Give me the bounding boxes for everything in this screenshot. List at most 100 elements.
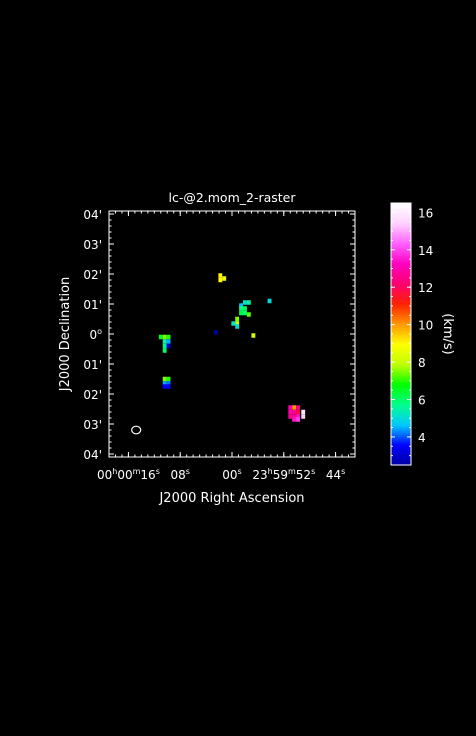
- colorbar-segment: [391, 364, 411, 368]
- colorbar-segment: [391, 207, 411, 211]
- colorbar-segment: [391, 410, 411, 414]
- data-pixel: [166, 343, 171, 349]
- colorbar-segment: [391, 209, 411, 213]
- colorbar-segment: [391, 224, 411, 228]
- y-tick-label: 0o: [89, 327, 102, 342]
- data-pixel: [166, 376, 171, 382]
- colorbar-segment: [391, 449, 411, 453]
- data-pixel: [235, 321, 240, 326]
- y-tick-label: 04': [83, 208, 102, 222]
- colorbar-tick-label: 16: [418, 206, 433, 220]
- y-tick-label: 04': [83, 448, 102, 462]
- colorbar-segment: [391, 340, 411, 344]
- data-pixel: [296, 409, 300, 415]
- data-pixel: [166, 334, 171, 340]
- colorbar-segment: [391, 318, 411, 322]
- colorbar-segment: [391, 406, 411, 409]
- colorbar-segment: [391, 316, 411, 320]
- y-tick-labels: 04' 03' 02' 01' 0o 01' 02' 03' 04': [83, 208, 102, 462]
- colorbar-segment: [391, 388, 411, 392]
- colorbar-segment: [391, 240, 411, 243]
- data-pixel: [246, 300, 251, 305]
- colorbar-segment: [391, 445, 411, 449]
- data-pixel: [239, 303, 243, 308]
- data-pixel: [162, 376, 167, 382]
- colorbar-segment: [391, 288, 411, 291]
- data-pixel: [218, 273, 223, 278]
- colorbar-tick-label: 4: [418, 431, 426, 445]
- colorbar-segment: [391, 347, 411, 350]
- x-tick-label: 08s: [170, 467, 189, 482]
- beam-shape: [131, 425, 142, 435]
- colorbar-segment: [391, 285, 411, 289]
- colorbar-segment: [391, 386, 411, 390]
- colorbar-segment: [391, 222, 411, 226]
- colorbar-segment: [391, 257, 411, 261]
- degree-mark: o: [97, 327, 102, 336]
- data-pixel: [162, 343, 167, 349]
- data-pixel: [246, 312, 251, 317]
- colorbar-segment: [391, 270, 411, 274]
- x-axis-label: J2000 Right Ascension: [158, 491, 304, 506]
- data-pixel: [162, 384, 167, 389]
- data-pixel: [292, 405, 297, 410]
- colorbar-segment: [391, 392, 411, 396]
- data-pixel: [222, 276, 227, 281]
- colorbar-segment: [391, 427, 411, 431]
- colorbar-segment: [391, 312, 411, 315]
- colorbar-segment: [391, 227, 411, 230]
- y-tick-label: 02': [83, 268, 102, 282]
- colorbar-segment: [391, 325, 411, 329]
- colorbar-segment: [391, 266, 411, 270]
- data-pixel: [235, 324, 240, 329]
- colorbar-segment: [391, 438, 411, 442]
- colorbar-segment: [391, 401, 411, 405]
- colorbar-segment: [391, 351, 411, 355]
- colorbar-segment: [391, 237, 411, 241]
- colorbar-segment: [391, 299, 411, 302]
- colorbar-segment: [391, 382, 411, 385]
- data-pixel: [267, 298, 272, 304]
- colorbar-segment: [391, 384, 411, 387]
- colorbar-segment: [391, 419, 411, 422]
- colorbar-segment: [391, 421, 411, 425]
- colorbar-segment: [391, 456, 411, 460]
- data-pixel: [301, 414, 306, 419]
- data-pixel: [162, 334, 167, 340]
- colorbar-tick-label: 14: [418, 244, 433, 258]
- colorbar-segment: [391, 251, 411, 254]
- colorbar-segment: [391, 342, 411, 346]
- colorbar-segment: [391, 268, 411, 272]
- colorbar-segment: [391, 235, 411, 239]
- colorbar-segment: [391, 412, 411, 416]
- colorbar-segment: [391, 275, 411, 278]
- colorbar-segment: [391, 246, 411, 250]
- colorbar-segment: [391, 264, 411, 267]
- colorbar-segment: [391, 447, 411, 451]
- colorbar-segment: [391, 205, 411, 208]
- axis-ticks: [109, 211, 355, 457]
- colorbar-segment: [391, 443, 411, 446]
- colorbar-segment: [391, 218, 411, 222]
- data-pixel: [166, 381, 171, 386]
- y-tick-label: 01': [83, 298, 102, 312]
- colorbar-ticks: 4 6 8 10 12 14 16: [391, 202, 433, 457]
- colorbar-segment: [391, 329, 411, 333]
- data-pixel: [296, 414, 300, 419]
- data-pixel: [162, 381, 167, 386]
- y-tick-label: 02': [83, 388, 102, 402]
- y-axis-label: J2000 Declination: [58, 277, 73, 393]
- x-tick-label: 00s: [222, 467, 241, 482]
- colorbar-segment: [391, 303, 411, 307]
- colorbar-segment: [391, 244, 411, 248]
- colorbar-segment: [391, 253, 411, 256]
- colorbar-segment: [391, 416, 411, 420]
- colorbar-segment: [391, 301, 411, 305]
- colorbar-segment: [391, 279, 411, 283]
- data-pixel: [301, 409, 306, 415]
- data-pixel: [288, 405, 293, 410]
- data-pixel: [166, 339, 171, 344]
- colorbar-label: (km/s): [440, 313, 455, 355]
- colorbar-segment: [391, 248, 411, 252]
- colorbar-segment: [391, 203, 411, 206]
